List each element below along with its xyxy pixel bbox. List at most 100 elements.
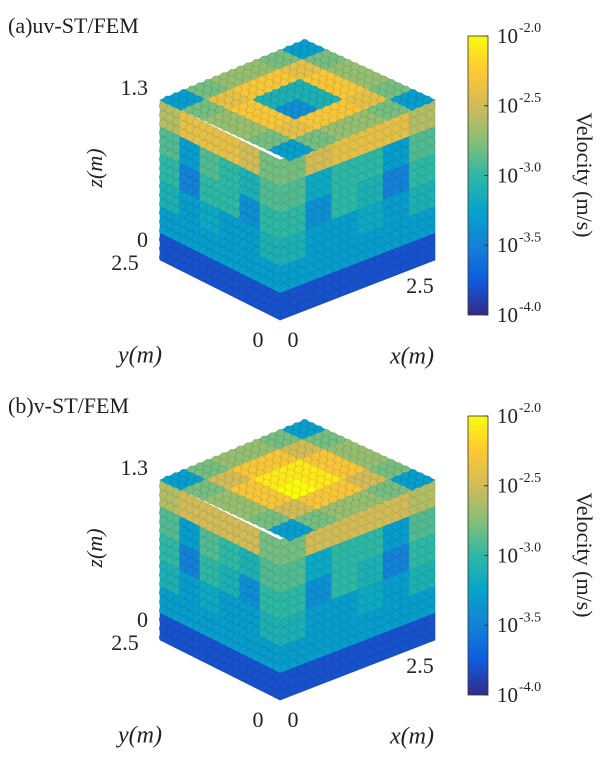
velocity-dot	[272, 538, 282, 548]
velocity-dot	[374, 254, 384, 264]
colorbar-tick-label: -2.5	[519, 91, 541, 106]
velocity-dot	[322, 212, 332, 222]
velocity-dot	[417, 131, 427, 141]
velocity-dot	[374, 626, 384, 636]
velocity-dot	[314, 224, 324, 234]
velocity-dot	[426, 110, 436, 120]
velocity-dot	[348, 529, 358, 539]
velocity-dot	[322, 194, 332, 204]
velocity-dot	[297, 222, 307, 232]
velocity-dot	[305, 590, 315, 600]
velocity-dot	[288, 606, 298, 616]
velocity-dot	[348, 538, 358, 548]
velocity-dot	[357, 172, 367, 182]
velocity-dot	[305, 652, 315, 662]
velocity-dot	[358, 122, 368, 132]
velocity-dot	[400, 262, 410, 272]
velocity-dot	[340, 639, 350, 649]
velocity-dot	[288, 226, 298, 236]
velocity-dot	[400, 562, 410, 572]
velocity-dot	[314, 287, 324, 297]
velocity-dot	[374, 546, 384, 556]
velocity-dot	[297, 178, 307, 188]
z-axis-label: z(m)	[82, 528, 107, 568]
velocity-dot	[314, 260, 324, 270]
velocity-dot	[272, 644, 282, 654]
velocity-dot	[314, 569, 324, 579]
velocity-dot	[400, 624, 410, 634]
velocity-dot	[417, 502, 427, 512]
velocity-dot	[383, 171, 393, 181]
velocity-dot	[417, 600, 427, 610]
velocity-dot	[365, 187, 375, 197]
velocity-dot	[391, 266, 401, 276]
velocity-dot	[279, 176, 289, 186]
velocity-dot	[279, 309, 289, 319]
velocity-dot	[305, 219, 315, 229]
velocity-dot	[288, 650, 298, 660]
velocity-dot	[426, 172, 436, 182]
velocity-dot	[417, 176, 427, 186]
velocity-dot	[314, 649, 324, 659]
velocity-dot	[408, 232, 418, 242]
velocity-dot	[348, 273, 358, 283]
velocity-dot	[279, 609, 289, 619]
velocity-dot	[391, 601, 401, 611]
velocity-dot	[288, 199, 298, 209]
velocity-dot	[400, 182, 410, 192]
velocity-dot	[331, 218, 341, 228]
velocity-dot	[383, 260, 393, 270]
velocity-dot	[383, 542, 393, 552]
velocity-dot	[391, 566, 401, 576]
velocity-dot	[297, 673, 307, 683]
velocity-dot	[305, 670, 315, 680]
velocity-dot	[365, 593, 375, 603]
velocity-dot	[417, 247, 427, 257]
velocity-dot	[314, 667, 324, 677]
velocity-dot	[288, 686, 298, 696]
velocity-dot	[348, 618, 358, 628]
velocity-dot	[365, 629, 375, 639]
velocity-dot	[417, 529, 427, 539]
velocity-dot	[357, 659, 367, 669]
velocity-dot	[288, 181, 298, 191]
velocity-dot	[348, 229, 358, 239]
velocity-dot	[314, 242, 324, 252]
velocity-dot	[331, 244, 341, 254]
velocity-dot	[408, 514, 418, 524]
velocity-dot	[357, 163, 367, 173]
velocity-dot	[331, 271, 341, 281]
velocity-dot	[331, 527, 341, 537]
velocity-dot	[365, 584, 375, 594]
velocity-dot	[297, 276, 307, 286]
velocity-dot	[340, 523, 350, 533]
velocity-dot	[322, 203, 332, 213]
velocity-dot	[279, 591, 289, 601]
velocity-dot	[322, 548, 332, 558]
velocity-dot	[414, 478, 424, 488]
velocity-dot	[383, 587, 393, 597]
velocity-dot	[322, 274, 332, 284]
velocity-dot	[374, 590, 384, 600]
velocity-dot	[271, 145, 281, 155]
velocity-dot	[357, 181, 367, 191]
velocity-dot	[400, 536, 410, 546]
velocity-dot	[342, 128, 352, 138]
velocity-dot	[391, 123, 401, 133]
velocity-dot	[305, 679, 315, 689]
velocity-dot	[408, 134, 418, 144]
velocity-dot	[374, 581, 384, 591]
velocity-dot	[279, 556, 289, 566]
velocity-dot	[314, 613, 324, 623]
velocity-dot	[357, 137, 367, 147]
velocity-dot	[340, 559, 350, 569]
velocity-dot	[272, 689, 282, 699]
velocity-dot	[357, 597, 367, 607]
velocity-dot	[357, 623, 367, 633]
velocity-dot	[272, 564, 282, 574]
velocity-dot	[348, 662, 358, 672]
velocity-dot	[374, 572, 384, 582]
velocity-dot	[340, 223, 350, 233]
velocity-dot	[288, 623, 298, 633]
velocity-dot	[391, 646, 401, 656]
